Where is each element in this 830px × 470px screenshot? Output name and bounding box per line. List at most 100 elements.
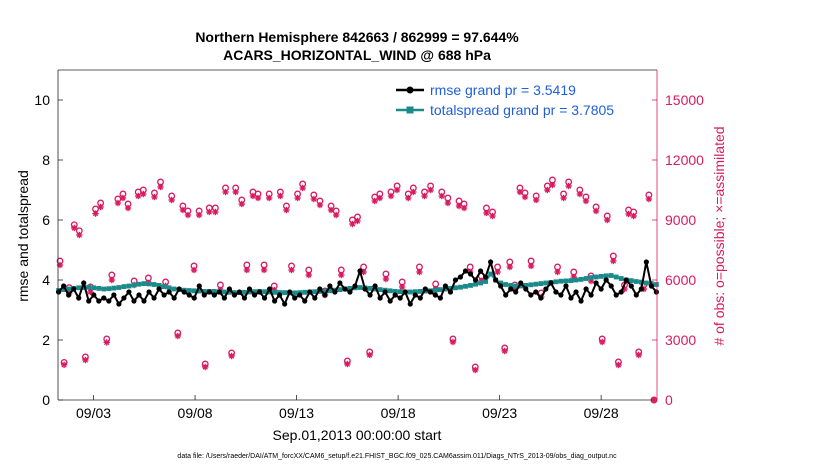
rmse-point xyxy=(256,289,263,295)
legend-spread-marker xyxy=(406,106,414,114)
obs-assimilated-marker xyxy=(376,194,384,202)
asterisk-stroke xyxy=(87,289,94,295)
obs-assimilated-marker xyxy=(604,216,611,224)
rmse-point xyxy=(261,295,268,301)
rmse-point xyxy=(432,292,438,298)
y-left-tick-label: 8 xyxy=(42,152,50,168)
asterisk-stroke xyxy=(533,197,539,203)
spread-point xyxy=(141,281,147,286)
asterisk-stroke xyxy=(76,232,83,238)
obs-assimilated-marker xyxy=(382,275,390,283)
obs-assimilated-marker xyxy=(501,347,508,355)
spread-point xyxy=(397,289,403,295)
rmse-point xyxy=(498,283,504,289)
obs-assimilated-marker xyxy=(366,351,373,359)
asterisk-stroke xyxy=(175,333,181,339)
asterisk-stroke xyxy=(57,262,63,268)
spread-point xyxy=(453,285,458,291)
obs-assimilated-marker xyxy=(576,190,584,198)
asterisk-stroke xyxy=(565,183,572,189)
rmse-point xyxy=(201,292,207,298)
rmse-point xyxy=(427,289,433,295)
asterisk-stroke xyxy=(372,198,378,204)
asterisk-stroke xyxy=(228,353,235,359)
spread-point xyxy=(518,283,524,289)
obs-assimilated-marker xyxy=(254,194,262,202)
asterisk-stroke xyxy=(593,208,599,214)
rmse-point xyxy=(412,292,418,298)
y-axis-left-label: rmse and totalspread xyxy=(15,170,31,302)
spread-point xyxy=(131,282,137,288)
spread-point xyxy=(523,283,529,288)
spread-point xyxy=(483,279,488,284)
asterisk-stroke xyxy=(82,357,89,363)
spread-point xyxy=(267,289,272,295)
spread-point xyxy=(553,279,559,285)
asterisk-stroke xyxy=(416,269,423,275)
asterisk-stroke xyxy=(528,263,534,269)
rmse-point xyxy=(277,292,283,298)
obs-assimilated-marker xyxy=(438,192,445,200)
y-right-tick-label: 15000 xyxy=(665,92,704,108)
spread-point xyxy=(528,282,534,288)
asterisk-stroke xyxy=(244,267,250,273)
spread-point xyxy=(473,281,478,287)
asterisk-stroke xyxy=(610,258,617,264)
footer-datafile: data file: /Users/raeder/DAI/ATM_forcXX/… xyxy=(177,453,617,460)
asterisk-stroke xyxy=(120,195,126,201)
rmse-point xyxy=(608,283,614,289)
obs-assimilated-marker xyxy=(625,210,632,218)
obs-assimilated-marker xyxy=(427,186,434,194)
asterisk-stroke xyxy=(261,267,267,273)
asterisk-stroke xyxy=(625,211,632,217)
rmse-point xyxy=(241,295,248,301)
spread-point xyxy=(282,290,288,295)
x-tick-label: 09/13 xyxy=(279,405,314,421)
rmse-point xyxy=(136,292,142,298)
spread-point xyxy=(508,283,514,288)
spread-point xyxy=(337,287,343,292)
spread-point xyxy=(598,274,604,279)
obs-assimilated-marker xyxy=(549,181,556,189)
y-right-tick-label: 6000 xyxy=(665,272,696,288)
asterisk-stroke xyxy=(399,284,405,290)
rmse-point xyxy=(121,295,127,301)
obs-assimilated-marker xyxy=(76,231,83,239)
asterisk-stroke xyxy=(157,184,164,190)
asterisk-stroke xyxy=(206,209,212,215)
obs-assimilated-marker xyxy=(582,197,590,205)
obs-assimilated-marker xyxy=(371,197,378,205)
axes: 0 2 4 6 8 10 0 3000 6000 9000 12000 15000 09/03 09/08… xyxy=(34,69,704,421)
asterisk-stroke xyxy=(494,269,501,275)
rmse-point xyxy=(548,280,554,286)
rmse-point xyxy=(231,292,238,298)
obs-assimilated-marker xyxy=(310,195,318,203)
rmse-point xyxy=(493,277,499,283)
asterisk-stroke xyxy=(283,207,290,213)
rmse-point xyxy=(467,271,474,277)
obs-assimilated-marker xyxy=(554,268,561,276)
obs-assimilated-marker xyxy=(140,190,147,198)
asterisk-stroke xyxy=(377,195,383,201)
rmse-point xyxy=(106,298,112,304)
x-tick-label: 09/03 xyxy=(76,405,111,421)
rmse-point xyxy=(282,301,288,307)
spread-point xyxy=(101,286,107,292)
spread-point xyxy=(76,285,82,291)
rmse-point xyxy=(593,280,599,286)
plot-background xyxy=(58,70,657,400)
rmse-point xyxy=(76,295,82,301)
obs-assimilated-marker xyxy=(260,266,268,274)
rmse-point xyxy=(111,292,117,298)
spread-point xyxy=(558,278,564,284)
obs-assimilated-marker xyxy=(108,276,116,284)
obs-assimilated-marker xyxy=(327,206,335,214)
asterisk-stroke xyxy=(202,364,208,370)
spread-point xyxy=(156,283,162,288)
obs-assimilated-marker xyxy=(592,207,600,215)
rmse-point xyxy=(382,289,388,295)
spread-point xyxy=(116,285,122,290)
chart-subtitle: ACARS_HORIZONTAL_WIND @ 688 hPa xyxy=(223,47,491,63)
rmse-point xyxy=(211,292,217,298)
